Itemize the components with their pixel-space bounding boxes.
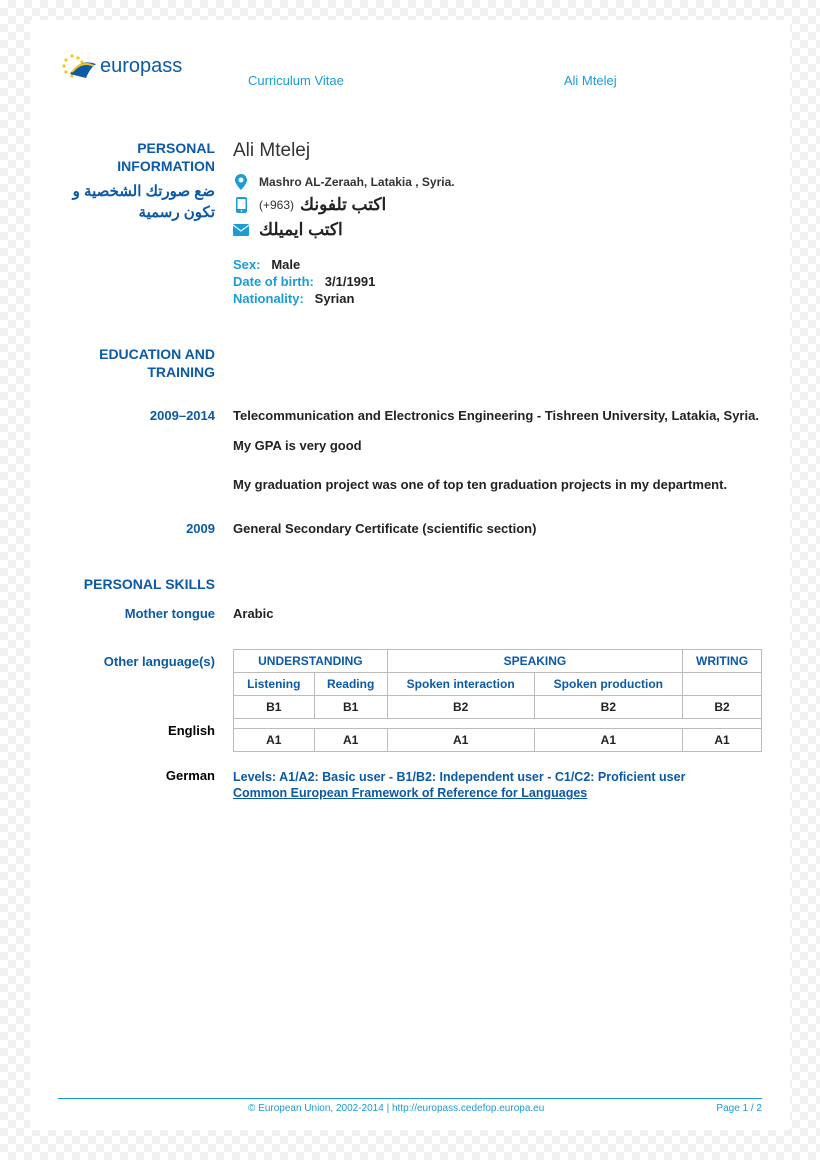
cv-page: europass Curriculum Vitae Ali Mtelej PER… (30, 20, 790, 1130)
th-writing: WRITING (683, 650, 762, 673)
address-text: Mashro AL-Zeraah, Latakia , Syria. (259, 175, 455, 189)
english-listening: B1 (234, 696, 315, 719)
footer: © European Union, 2002-2014 | http://eur… (58, 1098, 762, 1114)
edu-title-2: General Secondary Certificate (scientifi… (233, 520, 762, 538)
education-item-2: 2009 General Secondary Certificate (scie… (58, 520, 762, 538)
table-row: A1 A1 A1 A1 A1 (234, 729, 762, 752)
phone-code: (+963) (259, 198, 294, 212)
table-spacer (234, 719, 762, 729)
doc-type: Curriculum Vitae (248, 73, 344, 88)
german-spoken-int: A1 (387, 729, 534, 752)
english-spoken-int: B2 (387, 696, 534, 719)
mother-tongue-value: Arabic (233, 606, 273, 621)
other-languages-row: Other language(s) English German UNDERST… (58, 649, 762, 802)
footer-page: Page 1 / 2 (716, 1103, 762, 1114)
nationality-line: Nationality: Syrian (233, 291, 762, 306)
header-person-name: Ali Mtelej (564, 73, 617, 88)
sex-line: Sex: Male (233, 257, 762, 272)
sex-value: Male (271, 257, 300, 272)
edu-project: My graduation project was one of top ten… (233, 476, 762, 494)
lang-german-label: German (58, 762, 215, 783)
german-listening: A1 (234, 729, 315, 752)
mother-tongue-row: Mother tongue Arabic (58, 605, 762, 623)
education-heading-row: EDUCATION AND TRAINING (58, 346, 762, 381)
photo-placeholder-note: ضع صورتك الشخصية و تكون رسمية (58, 181, 215, 223)
footer-copyright: © European Union, 2002-2014 | http://eur… (248, 1103, 544, 1114)
personal-info-heading: PERSONAL INFORMATION (58, 140, 215, 175)
german-writing: A1 (683, 729, 762, 752)
levels-note: Levels: A1/A2: Basic user - B1/B2: Indep… (233, 770, 762, 784)
dob-value: 3/1/1991 (325, 274, 376, 289)
th-spoken-interaction: Spoken interaction (387, 673, 534, 696)
location-pin-icon (233, 174, 249, 190)
nationality-value: Syrian (315, 291, 355, 306)
th-speaking: SPEAKING (387, 650, 682, 673)
header: europass Curriculum Vitae Ali Mtelej (58, 50, 762, 88)
lang-english-label: English (58, 717, 215, 738)
german-reading: A1 (314, 729, 387, 752)
th-listening: Listening (234, 673, 315, 696)
cefr-link[interactable]: Common European Framework of Reference f… (233, 786, 587, 800)
nationality-label: Nationality: (233, 291, 304, 306)
personal-info-section: PERSONAL INFORMATION ضع صورتك الشخصية و … (58, 140, 762, 308)
sex-label: Sex: (233, 257, 260, 272)
other-languages-label: Other language(s) (104, 654, 215, 669)
th-spoken-production: Spoken production (534, 673, 682, 696)
edu-gpa: My GPA is very good (233, 437, 762, 455)
skills-heading: PERSONAL SKILLS (58, 576, 215, 594)
europass-logo: europass (58, 50, 218, 88)
education-heading: EDUCATION AND TRAINING (58, 346, 215, 381)
phone-placeholder: اكتب تلفونك (300, 195, 386, 215)
edu-dates-2: 2009 (186, 521, 215, 536)
skills-heading-row: PERSONAL SKILLS (58, 576, 762, 594)
education-item-1: 2009–2014 Telecommunication and Electron… (58, 407, 762, 494)
english-reading: B1 (314, 696, 387, 719)
phone-line: (+963) اكتب تلفونك (233, 195, 762, 215)
dob-label: Date of birth: (233, 274, 314, 289)
email-placeholder: اكتب ايميلك (259, 220, 343, 240)
svg-text:europass: europass (100, 55, 182, 77)
english-spoken-prod: B2 (534, 696, 682, 719)
mother-tongue-label: Mother tongue (125, 606, 215, 621)
german-spoken-prod: A1 (534, 729, 682, 752)
edu-dates-1: 2009–2014 (150, 408, 215, 423)
mobile-icon (233, 197, 249, 213)
email-line: اكتب ايميلك (233, 220, 762, 240)
person-name: Ali Mtelej (233, 140, 762, 162)
email-icon (233, 222, 249, 238)
english-writing: B2 (683, 696, 762, 719)
table-row: B1 B1 B2 B2 B2 (234, 696, 762, 719)
edu-title-1: Telecommunication and Electronics Engine… (233, 407, 762, 425)
language-table: UNDERSTANDING SPEAKING WRITING Listening… (233, 649, 762, 752)
th-reading: Reading (314, 673, 387, 696)
dob-line: Date of birth: 3/1/1991 (233, 274, 762, 289)
address-line: Mashro AL-Zeraah, Latakia , Syria. (233, 174, 762, 190)
th-understanding: UNDERSTANDING (234, 650, 388, 673)
